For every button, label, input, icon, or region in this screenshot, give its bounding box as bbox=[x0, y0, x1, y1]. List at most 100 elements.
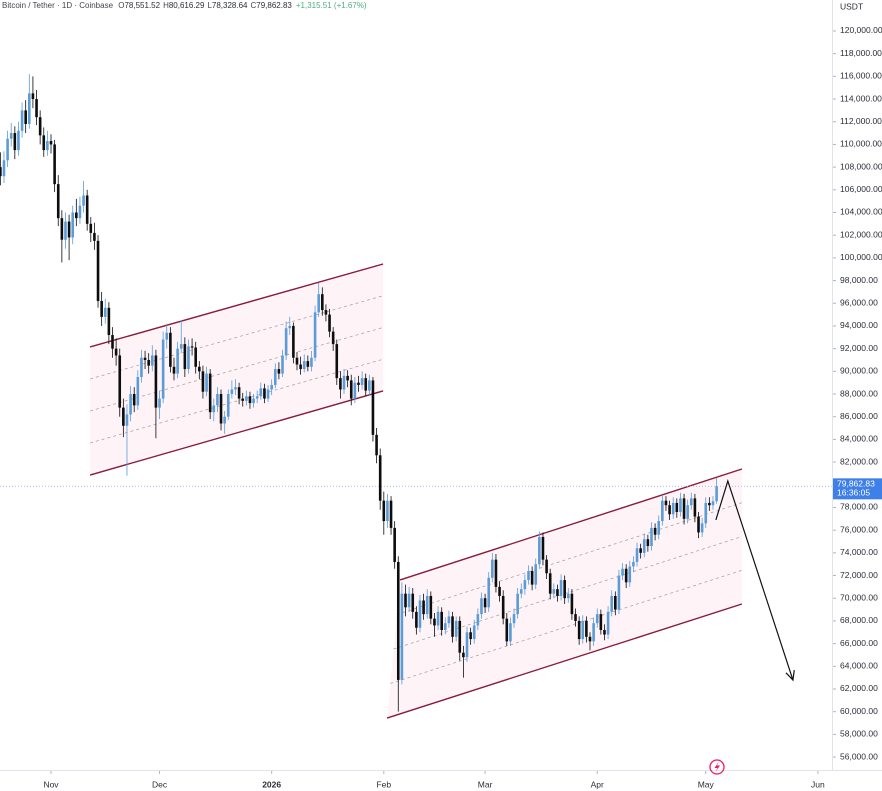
candle-body bbox=[321, 294, 324, 311]
candle-body bbox=[13, 133, 17, 151]
candle-body bbox=[179, 344, 183, 349]
candle-body bbox=[682, 498, 686, 519]
candle-body bbox=[0, 167, 2, 177]
candle-body bbox=[2, 160, 6, 177]
candle-body bbox=[509, 623, 512, 642]
candle-body bbox=[436, 611, 440, 626]
candle-body bbox=[56, 184, 60, 219]
candle-body bbox=[241, 398, 245, 401]
candle-body bbox=[476, 614, 480, 626]
candle-body bbox=[328, 314, 331, 332]
y-tick-label: 114,000.00 bbox=[840, 93, 882, 103]
candle-body bbox=[208, 373, 212, 413]
candle-body bbox=[574, 614, 577, 621]
candle-body bbox=[216, 394, 219, 406]
candle-body bbox=[292, 325, 295, 358]
candle-body bbox=[657, 521, 661, 535]
candle-body bbox=[628, 566, 632, 583]
candle-body bbox=[653, 527, 657, 535]
candle-body bbox=[519, 589, 523, 594]
candle-body bbox=[100, 300, 103, 317]
ohlc-key: C bbox=[250, 1, 257, 10]
candle-body bbox=[288, 325, 292, 329]
candle-body bbox=[252, 398, 255, 404]
candle-body bbox=[103, 307, 107, 317]
candle-body bbox=[491, 559, 494, 578]
candle-body bbox=[60, 218, 64, 240]
candle-body bbox=[704, 502, 708, 524]
candle-body bbox=[563, 580, 566, 599]
candle-body bbox=[494, 559, 498, 587]
y-tick-label: 64,000.00 bbox=[840, 661, 878, 671]
candle-body bbox=[418, 600, 422, 628]
candle-body bbox=[150, 355, 154, 366]
candle-body bbox=[299, 364, 302, 370]
y-tick-label: 120,000.00 bbox=[840, 25, 882, 35]
candle-body bbox=[458, 620, 462, 653]
y-tick-label: 94,000.00 bbox=[840, 320, 878, 330]
candle-body bbox=[266, 389, 270, 399]
candle-body bbox=[708, 502, 711, 506]
candle-body bbox=[465, 632, 469, 658]
x-tick-label: Jun bbox=[811, 779, 825, 789]
candle-body bbox=[527, 571, 530, 581]
candle-body bbox=[38, 117, 42, 136]
symbol-title: Bitcoin / Tether · 1D · Coinbase bbox=[2, 1, 114, 10]
candle-body bbox=[559, 580, 563, 596]
candle-body bbox=[668, 505, 671, 515]
candle-body bbox=[646, 539, 650, 547]
ohlc-value: 80,616.29 bbox=[168, 1, 205, 10]
candle-body bbox=[375, 434, 378, 456]
x-tick-label: Nov bbox=[43, 779, 59, 789]
candle-body bbox=[346, 375, 349, 381]
candle-body bbox=[487, 577, 491, 608]
candle-body bbox=[136, 377, 140, 406]
candle-body bbox=[295, 357, 299, 365]
candle-body bbox=[711, 501, 715, 506]
candle-body bbox=[212, 405, 216, 413]
candle-body bbox=[621, 568, 624, 576]
candle-body bbox=[169, 332, 172, 367]
candle-body bbox=[165, 332, 169, 340]
candle-body bbox=[111, 335, 114, 349]
candle-body bbox=[331, 331, 335, 345]
candle-body bbox=[67, 221, 71, 238]
y-tick-label: 58,000.00 bbox=[840, 729, 878, 739]
ohlc-key: H bbox=[163, 1, 169, 10]
ohlc-key: L bbox=[207, 1, 212, 10]
candle-body bbox=[270, 384, 273, 390]
y-tick-label: 62,000.00 bbox=[840, 683, 878, 693]
candle-body bbox=[624, 568, 628, 583]
candle-body bbox=[6, 138, 9, 161]
y-tick-label: 106,000.00 bbox=[840, 184, 882, 194]
candle-body bbox=[281, 355, 284, 374]
candle-body bbox=[610, 595, 614, 612]
candle-body bbox=[650, 527, 653, 547]
candle-body bbox=[140, 357, 143, 378]
y-tick-label: 108,000.00 bbox=[840, 161, 882, 171]
candle-body bbox=[686, 505, 689, 519]
candle-body bbox=[679, 498, 682, 513]
candle-body bbox=[501, 595, 505, 619]
candle-body bbox=[49, 141, 53, 145]
ohlc-value: 78,551.52 bbox=[124, 1, 161, 10]
candle-body bbox=[360, 378, 364, 385]
candle-body bbox=[259, 388, 263, 397]
replay-icon[interactable] bbox=[709, 759, 725, 775]
replay-icon-circle bbox=[709, 759, 725, 775]
channel-level bbox=[390, 569, 743, 684]
candle-body bbox=[422, 600, 425, 615]
candle-body bbox=[642, 539, 646, 553]
candle-body bbox=[339, 378, 342, 390]
candle-body bbox=[693, 498, 697, 517]
candle-body bbox=[353, 382, 357, 399]
channel-level bbox=[89, 295, 384, 380]
candle-body bbox=[357, 382, 360, 385]
candle-body bbox=[635, 548, 639, 562]
y-tick-label: 110,000.00 bbox=[840, 139, 882, 149]
y-tick-label: 90,000.00 bbox=[840, 366, 878, 376]
candle-body bbox=[176, 348, 179, 374]
candle-body bbox=[425, 595, 429, 615]
y-tick-label: 74,000.00 bbox=[840, 547, 878, 557]
candle-body bbox=[581, 620, 585, 640]
